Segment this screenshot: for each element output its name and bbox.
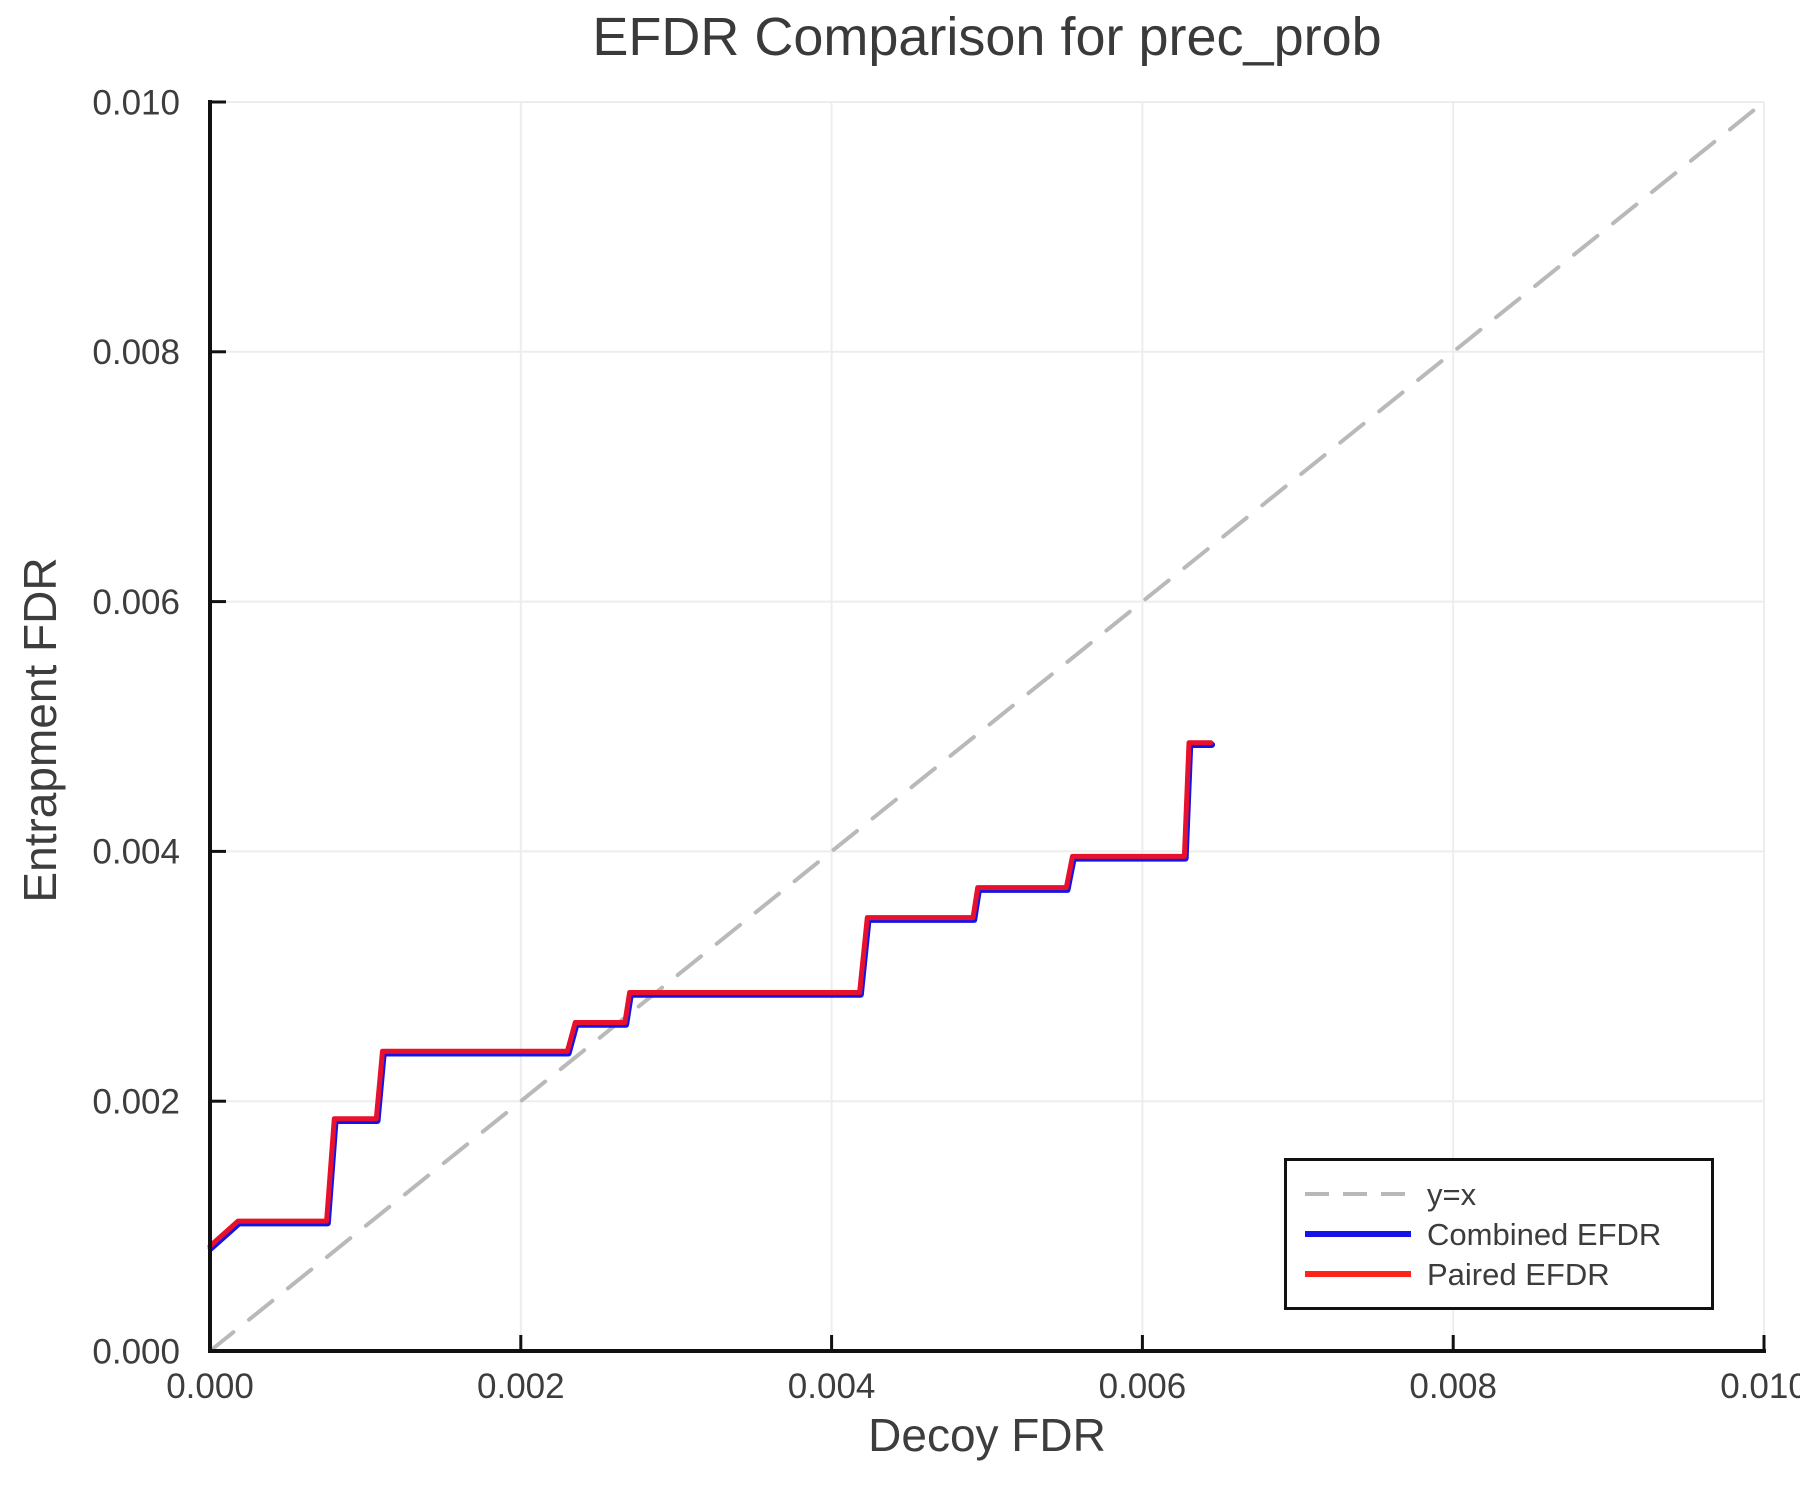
dashed-line-swatch-icon [1305, 1192, 1411, 1196]
blue-line-swatch-icon [1305, 1231, 1411, 1237]
legend-item-yx: y=x [1303, 1177, 1711, 1211]
y-tick-label: 0.008 [92, 333, 180, 372]
series-combined-efdr [207, 741, 1216, 1252]
x-tick-label: 0.008 [1409, 1367, 1497, 1406]
x-tick-label: 0.006 [1099, 1367, 1187, 1406]
y-axis-label: Entrapment FDR [14, 557, 66, 903]
y-tick-label: 0.004 [92, 833, 180, 872]
x-tick-label: 0.010 [1720, 1367, 1800, 1406]
legend-label: Combined EFDR [1427, 1216, 1662, 1252]
series-y-x [208, 100, 1766, 1353]
y-tick-label: 0.000 [92, 1332, 180, 1371]
x-tick-label: 0.002 [477, 1367, 565, 1406]
legend-item-combined: Combined EFDR [1303, 1217, 1711, 1251]
y-tick-label: 0.010 [92, 83, 180, 122]
legend-item-paired: Paired EFDR [1303, 1257, 1711, 1291]
red-line-swatch-icon [1305, 1271, 1411, 1277]
x-axis-label: Decoy FDR [868, 1409, 1106, 1461]
y-tick-label: 0.002 [92, 1082, 180, 1121]
legend-label: Paired EFDR [1427, 1256, 1610, 1292]
y-tick-label: 0.006 [92, 583, 180, 622]
x-tick-label: 0.004 [788, 1367, 876, 1406]
chart-title: EFDR Comparison for prec_prob [592, 7, 1382, 67]
series-paired-efdr [207, 740, 1214, 1249]
x-tick-label: 0.000 [166, 1367, 254, 1406]
legend: y=x Combined EFDR Paired EFDR [1284, 1158, 1714, 1310]
legend-label: y=x [1427, 1176, 1477, 1212]
